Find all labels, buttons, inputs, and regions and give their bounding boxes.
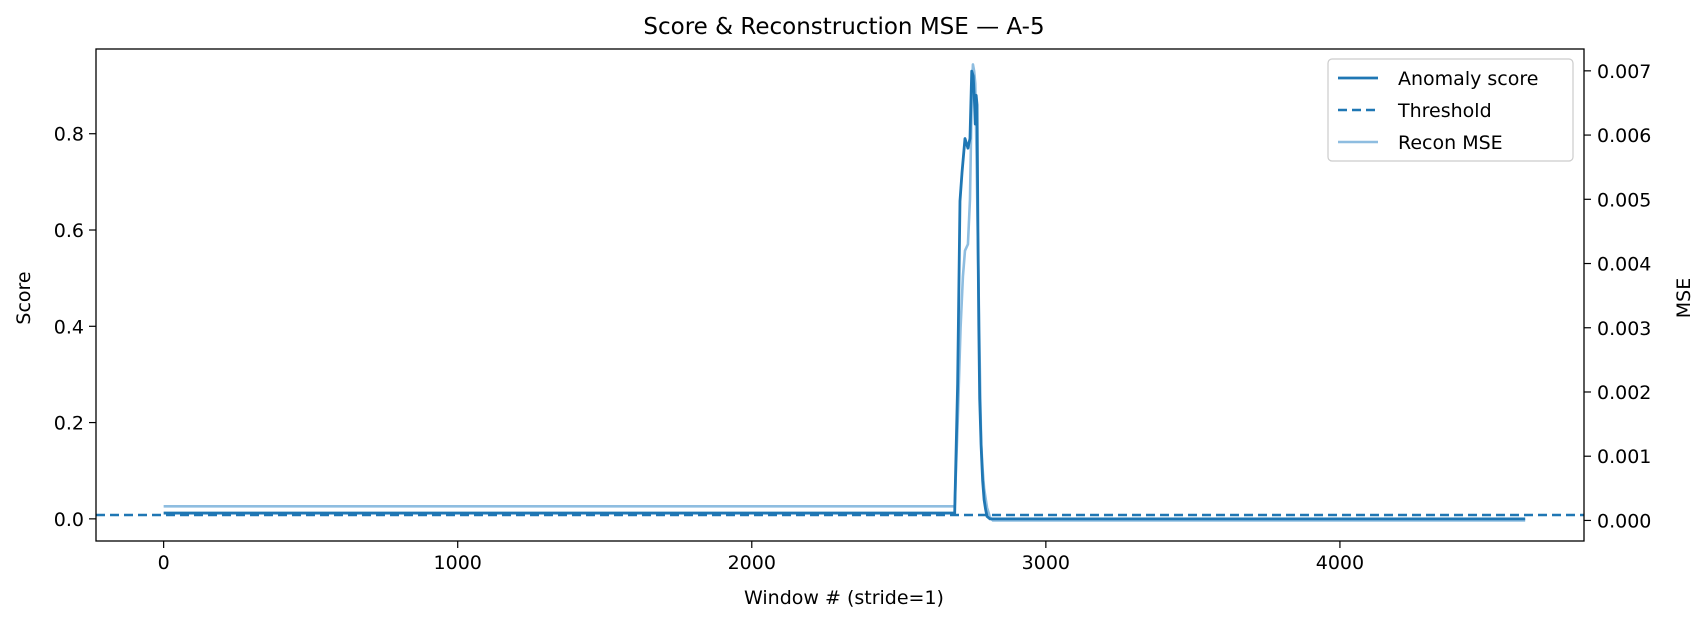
axes: 0 1000 2000 3000 4000 0.0 0.2 0.4 0.6 0.8 0.000 0.0…: [54, 48, 1651, 574]
legend-label: Threshold: [1397, 100, 1492, 122]
y-tick-label-left: 0.6: [54, 220, 84, 242]
y-axis-title-left: Score: [13, 271, 35, 324]
series-anomaly-score-line: [163, 69, 1526, 521]
y-tick-label-right: 0.006: [1597, 125, 1651, 147]
y-tick-label-right: 0.007: [1597, 61, 1651, 83]
x-tick-label: 2000: [728, 552, 776, 574]
x-tick-label: 4000: [1316, 552, 1364, 574]
y-tick-label-left: 0.2: [54, 413, 84, 435]
legend-label: Recon MSE: [1398, 132, 1503, 154]
y-tick-label-left: 0.0: [54, 509, 84, 531]
x-tick-label: 1000: [434, 552, 482, 574]
chart-title: Score & Reconstruction MSE — A-5: [643, 14, 1044, 40]
y-tick-label-left: 0.4: [54, 316, 84, 338]
y-tick-label-right: 0.002: [1597, 382, 1651, 404]
y-tick-label-right: 0.004: [1597, 254, 1651, 276]
y-tick-label-right: 0.000: [1597, 510, 1651, 532]
legend-box: [1327, 58, 1574, 162]
plot-frame: [95, 48, 1585, 542]
y-tick-label-right: 0.005: [1597, 189, 1651, 211]
y-axis-title-right: MSE: [1673, 278, 1695, 318]
legend-label: Anomaly score: [1398, 68, 1538, 90]
x-axis-title: Window # (stride=1): [744, 587, 944, 609]
x-tick-label: 3000: [1022, 552, 1070, 574]
y-tick-label-right: 0.001: [1597, 446, 1651, 468]
y-tick-label-left: 0.8: [54, 124, 84, 146]
y-tick-label-right: 0.003: [1597, 318, 1651, 340]
series-recon-mse-line: [163, 63, 1526, 522]
x-tick-label: 0: [158, 552, 170, 574]
plot-area: [96, 63, 1584, 522]
legend: Anomaly score Threshold Recon MSE: [1327, 58, 1574, 162]
